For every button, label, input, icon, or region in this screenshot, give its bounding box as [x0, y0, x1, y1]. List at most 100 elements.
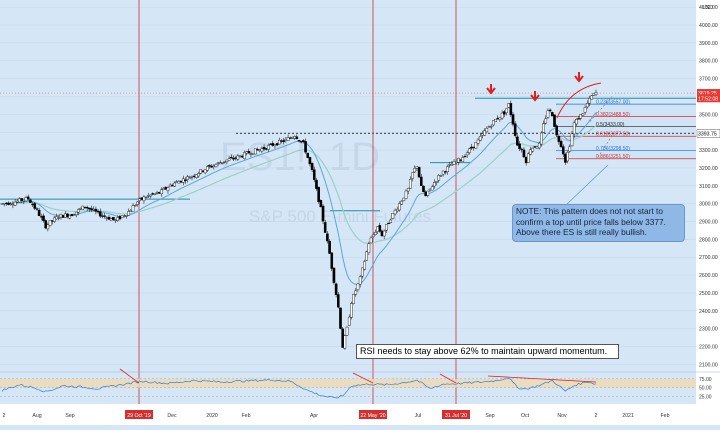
- plot-background: [0, 0, 696, 404]
- candle-body: [203, 169, 207, 174]
- candle-body: [557, 136, 561, 142]
- candle-body: [389, 219, 393, 223]
- candle-body: [356, 283, 360, 290]
- rsi-divergence-arrow: [352, 372, 374, 384]
- candle-body: [197, 173, 200, 177]
- candle-body: [481, 133, 484, 136]
- currency-label: USD: [702, 5, 713, 11]
- candle-body: [55, 216, 58, 220]
- candle-body: [308, 157, 312, 165]
- candle-body: [496, 118, 500, 120]
- candle-body: [295, 136, 299, 140]
- candle-body: [476, 139, 480, 144]
- candle-body: [186, 176, 189, 180]
- candle-body: [136, 201, 139, 205]
- candle-body: [125, 215, 128, 217]
- candle-body: [13, 201, 17, 206]
- candle-body: [7, 202, 10, 205]
- candle-body: [428, 188, 432, 191]
- candle-body: [2, 203, 6, 205]
- candle-body: [572, 122, 576, 135]
- candle-body: [214, 164, 218, 167]
- candle-body: [542, 123, 545, 133]
- candle-body: [127, 211, 130, 216]
- candle-body: [40, 216, 43, 218]
- candle-body: [524, 156, 528, 164]
- candle-body: [544, 118, 548, 124]
- candle-body: [131, 205, 135, 212]
- candle-body: [280, 140, 283, 142]
- candle-body: [376, 226, 379, 232]
- candle-body: [219, 162, 222, 165]
- candle-body: [138, 198, 141, 201]
- candle-body: [306, 152, 310, 158]
- candle-body: [358, 276, 362, 285]
- candle-body: [367, 243, 371, 253]
- candle-body: [310, 163, 314, 171]
- rsi-line: [1, 378, 597, 399]
- y-tick-label: 2300.00: [699, 327, 718, 333]
- candle-body: [114, 219, 117, 221]
- candle-body: [299, 141, 303, 143]
- candle-body: [323, 222, 327, 233]
- candle-body: [74, 211, 78, 216]
- candle-body: [487, 126, 491, 128]
- candle-body: [520, 148, 524, 151]
- candle-body: [260, 148, 264, 152]
- candle-body: [337, 294, 340, 308]
- candle-body: [446, 166, 449, 173]
- fib-trend-line: [589, 96, 613, 122]
- y-tick-label: 2500.00: [699, 291, 718, 297]
- candle-body: [304, 141, 307, 153]
- candle-body: [489, 126, 493, 128]
- candle-body: [457, 158, 460, 163]
- price-axis-background: [696, 0, 720, 425]
- candle-body: [155, 192, 159, 194]
- candle-body: [437, 175, 441, 181]
- candle-body: [212, 165, 216, 168]
- candle-body: [112, 217, 115, 220]
- candle-body: [57, 217, 61, 219]
- candle-body: [221, 162, 224, 164]
- candle-body: [188, 177, 192, 179]
- candle-body: [391, 213, 395, 219]
- candle-body: [9, 203, 13, 205]
- y-tick-label: 3800.00: [699, 59, 718, 65]
- candle-body: [151, 193, 154, 195]
- candle-body: [293, 136, 296, 139]
- candle-body: [282, 140, 286, 142]
- watermark-name: S&P 500 E-mini Futures: [249, 207, 431, 226]
- candle-body: [264, 148, 268, 150]
- candle-body: [61, 215, 65, 218]
- candle-body: [223, 161, 227, 163]
- candle-body: [18, 198, 21, 203]
- x-tick-label: 29 Oct '19: [127, 413, 151, 419]
- candle-body: [5, 202, 8, 205]
- candle-body: [422, 185, 425, 193]
- fib-level-label: 0.618(3377.50): [596, 132, 630, 138]
- candle-body: [561, 146, 565, 155]
- candle-body: [273, 144, 277, 147]
- candle-body: [140, 197, 144, 200]
- candle-body: [116, 217, 120, 221]
- candle-body: [498, 117, 502, 120]
- candle-body: [575, 119, 578, 125]
- candle-body: [509, 103, 513, 116]
- candle-body: [483, 130, 486, 136]
- candle-body: [439, 175, 443, 177]
- x-tick-label: 2020: [206, 413, 218, 419]
- y-tick-label: 3500.00: [699, 112, 718, 118]
- candle-body: [492, 120, 495, 126]
- candle-body: [164, 186, 168, 190]
- candle-body: [577, 118, 580, 120]
- fib-level-label: 0.382(3488.50): [596, 112, 630, 118]
- candle-body: [474, 142, 478, 149]
- candle-body: [472, 146, 476, 149]
- candle-body: [502, 111, 506, 115]
- candle-body: [120, 215, 124, 218]
- y-tick-label: 2900.00: [699, 220, 718, 226]
- fib-level-label: 0.786(3298.50): [596, 146, 630, 152]
- price-axis-tag: [697, 94, 720, 103]
